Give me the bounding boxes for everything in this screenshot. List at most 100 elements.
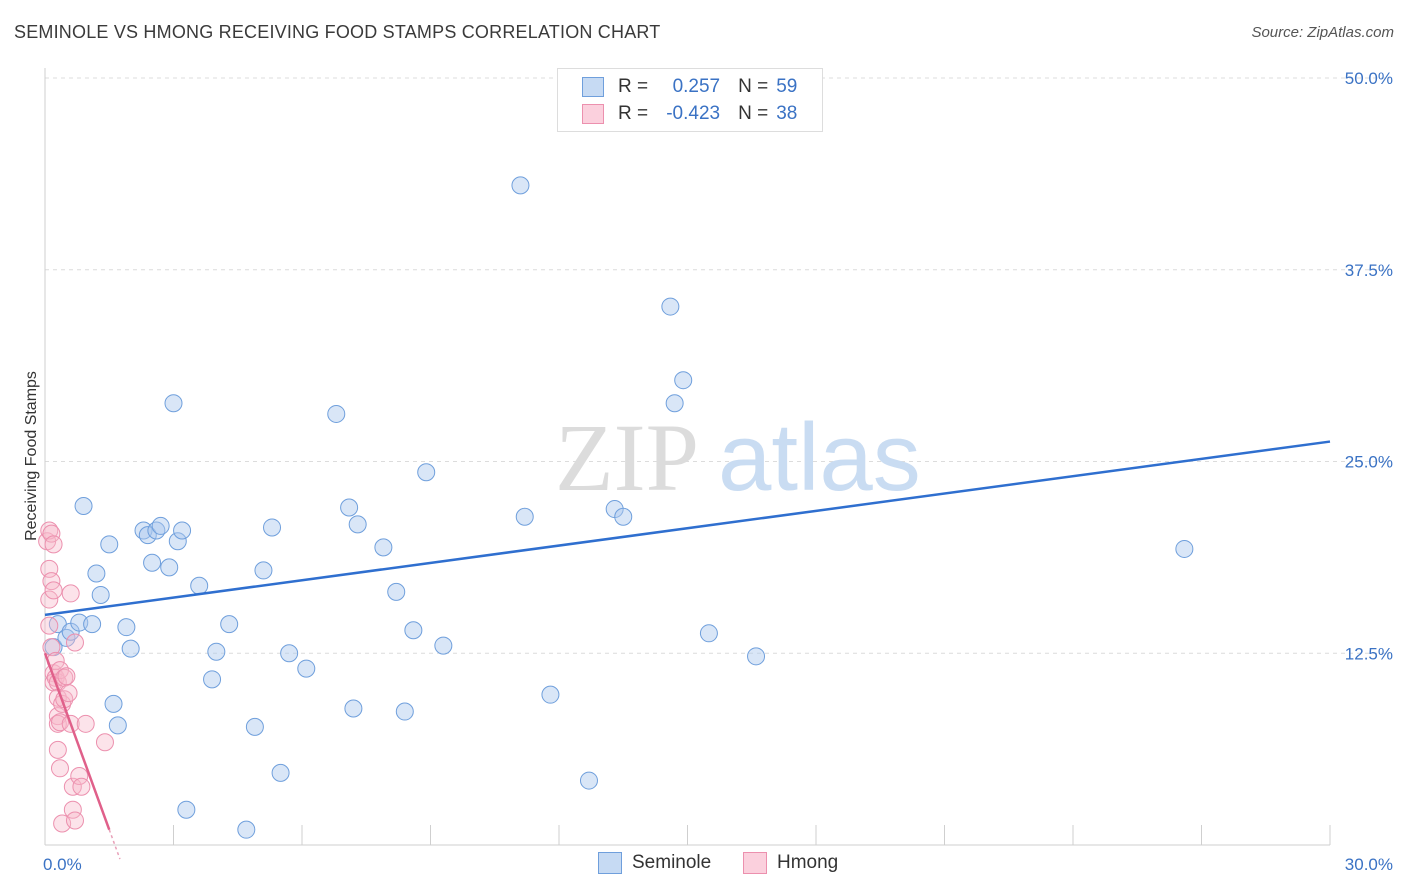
seminole-point-53 (674, 371, 693, 390)
hmong-point-21 (50, 759, 69, 778)
y-tick-label-2: 37.5% (1345, 261, 1393, 280)
source-credit: Source: ZipAtlas.com (1251, 24, 1394, 41)
seminole-point-10 (104, 694, 123, 713)
seminole-point-42 (404, 621, 423, 640)
seminole-n-label: N = (738, 76, 769, 97)
bottom-legend-seminole: Seminole (598, 852, 711, 874)
seminole-r-label: R = (618, 76, 649, 97)
seminole-point-31 (263, 518, 282, 537)
seminole-point-15 (138, 526, 157, 545)
seminole-point-16 (143, 553, 162, 572)
hmong-point-4 (40, 616, 59, 635)
seminole-point-50 (614, 507, 633, 526)
hmong-point-26 (57, 667, 76, 686)
seminole-point-56 (1175, 539, 1194, 558)
seminole-point-22 (173, 521, 192, 540)
correlation-legend: R = 0.257 N = 59 R = -0.423 N = 38 (557, 68, 823, 132)
gridlines (45, 77, 1390, 654)
seminole-point-35 (327, 404, 346, 423)
seminole-point-37 (344, 699, 363, 718)
chart-title: SEMINOLE VS HMONG RECEIVING FOOD STAMPS … (14, 22, 661, 42)
hmong-legend-label: Hmong (777, 852, 839, 873)
hmong-point-3 (40, 590, 59, 609)
seminole-point-9 (100, 535, 119, 554)
seminole-points (44, 176, 1194, 839)
hmong-point-32 (65, 633, 84, 652)
seminole-point-38 (348, 515, 367, 534)
seminole-point-41 (395, 702, 414, 721)
y-tick-label-0: 12.5% (1345, 644, 1393, 663)
seminole-point-30 (254, 561, 273, 580)
seminole-point-8 (91, 585, 110, 604)
seminole-point-27 (220, 615, 239, 634)
hmong-point-7 (42, 638, 61, 657)
seminole-point-39 (374, 538, 393, 557)
x-tick-label-max: 30.0% (1345, 855, 1393, 874)
hmong-legend-swatch (743, 852, 767, 874)
seminole-n-value: 59 (776, 76, 798, 97)
seminole-point-48 (579, 771, 598, 790)
hmong-n-value: 38 (776, 103, 798, 124)
hmong-point-1 (40, 521, 59, 540)
seminole-point-6 (83, 615, 102, 634)
hmong-point-34 (70, 766, 89, 785)
seminole-point-52 (665, 394, 684, 413)
seminole-point-26 (207, 642, 226, 661)
seminole-point-32 (271, 763, 290, 782)
watermark-zip: ZIP (555, 404, 699, 511)
hmong-n-label: N = (738, 103, 769, 124)
hmong-swatch (582, 104, 604, 124)
seminole-point-28 (237, 820, 256, 839)
seminole-point-33 (280, 644, 299, 663)
seminole-point-40 (387, 582, 406, 601)
seminole-point-45 (511, 176, 530, 195)
hmong-point-31 (63, 800, 82, 819)
hmong-point-37 (95, 733, 114, 752)
seminole-point-4 (70, 613, 89, 632)
seminole-point-5 (74, 496, 93, 515)
seminole-point-21 (168, 532, 187, 551)
seminole-point-25 (203, 670, 222, 689)
hmong-point-5 (42, 524, 61, 543)
hmong-point-9 (44, 581, 63, 600)
hmong-point-8 (44, 535, 63, 554)
watermark-atlas: atlas (718, 404, 921, 511)
seminole-point-23 (177, 800, 196, 819)
hmong-point-18 (48, 740, 67, 759)
seminole-swatch (582, 77, 604, 97)
seminole-point-46 (515, 507, 534, 526)
seminole-point-51 (661, 297, 680, 316)
seminole-point-7 (87, 564, 106, 583)
hmong-trend-extension (108, 829, 121, 860)
axes (44, 68, 1331, 846)
seminole-point-20 (164, 394, 183, 413)
hmong-point-35 (72, 777, 91, 796)
seminole-point-13 (121, 639, 140, 658)
legend-row-seminole: R = 0.257 N = 59 (582, 74, 797, 100)
y-axis-label: Receiving Food Stamps (23, 371, 40, 541)
x-tick-label-min: 0.0% (43, 855, 82, 874)
seminole-point-34 (297, 659, 316, 678)
trend-lines (43, 440, 1331, 860)
seminole-trend-line (44, 440, 1331, 617)
tick-labels: 12.5% 25.0% 37.5% 50.0% 0.0% 30.0% (43, 69, 1393, 874)
hmong-point-33 (65, 811, 84, 830)
seminole-legend-swatch (598, 852, 622, 874)
seminole-point-47 (541, 685, 560, 704)
hmong-points (38, 521, 114, 833)
seminole-point-54 (699, 624, 718, 643)
hmong-trend-line (43, 652, 111, 831)
seminole-point-29 (245, 717, 264, 736)
legend-row-hmong: R = -0.423 N = 38 (582, 101, 797, 127)
seminole-point-11 (108, 716, 127, 735)
seminole-r-value: 0.257 (672, 76, 721, 97)
bottom-legend-hmong: Hmong (743, 852, 838, 874)
seminole-legend-label: Seminole (632, 852, 712, 873)
hmong-r-value: -0.423 (666, 103, 721, 124)
seminole-point-24 (190, 576, 209, 595)
hmong-point-28 (61, 584, 80, 603)
seminole-point-18 (151, 516, 170, 535)
hmong-r-label: R = (618, 103, 649, 124)
seminole-point-55 (747, 647, 766, 666)
